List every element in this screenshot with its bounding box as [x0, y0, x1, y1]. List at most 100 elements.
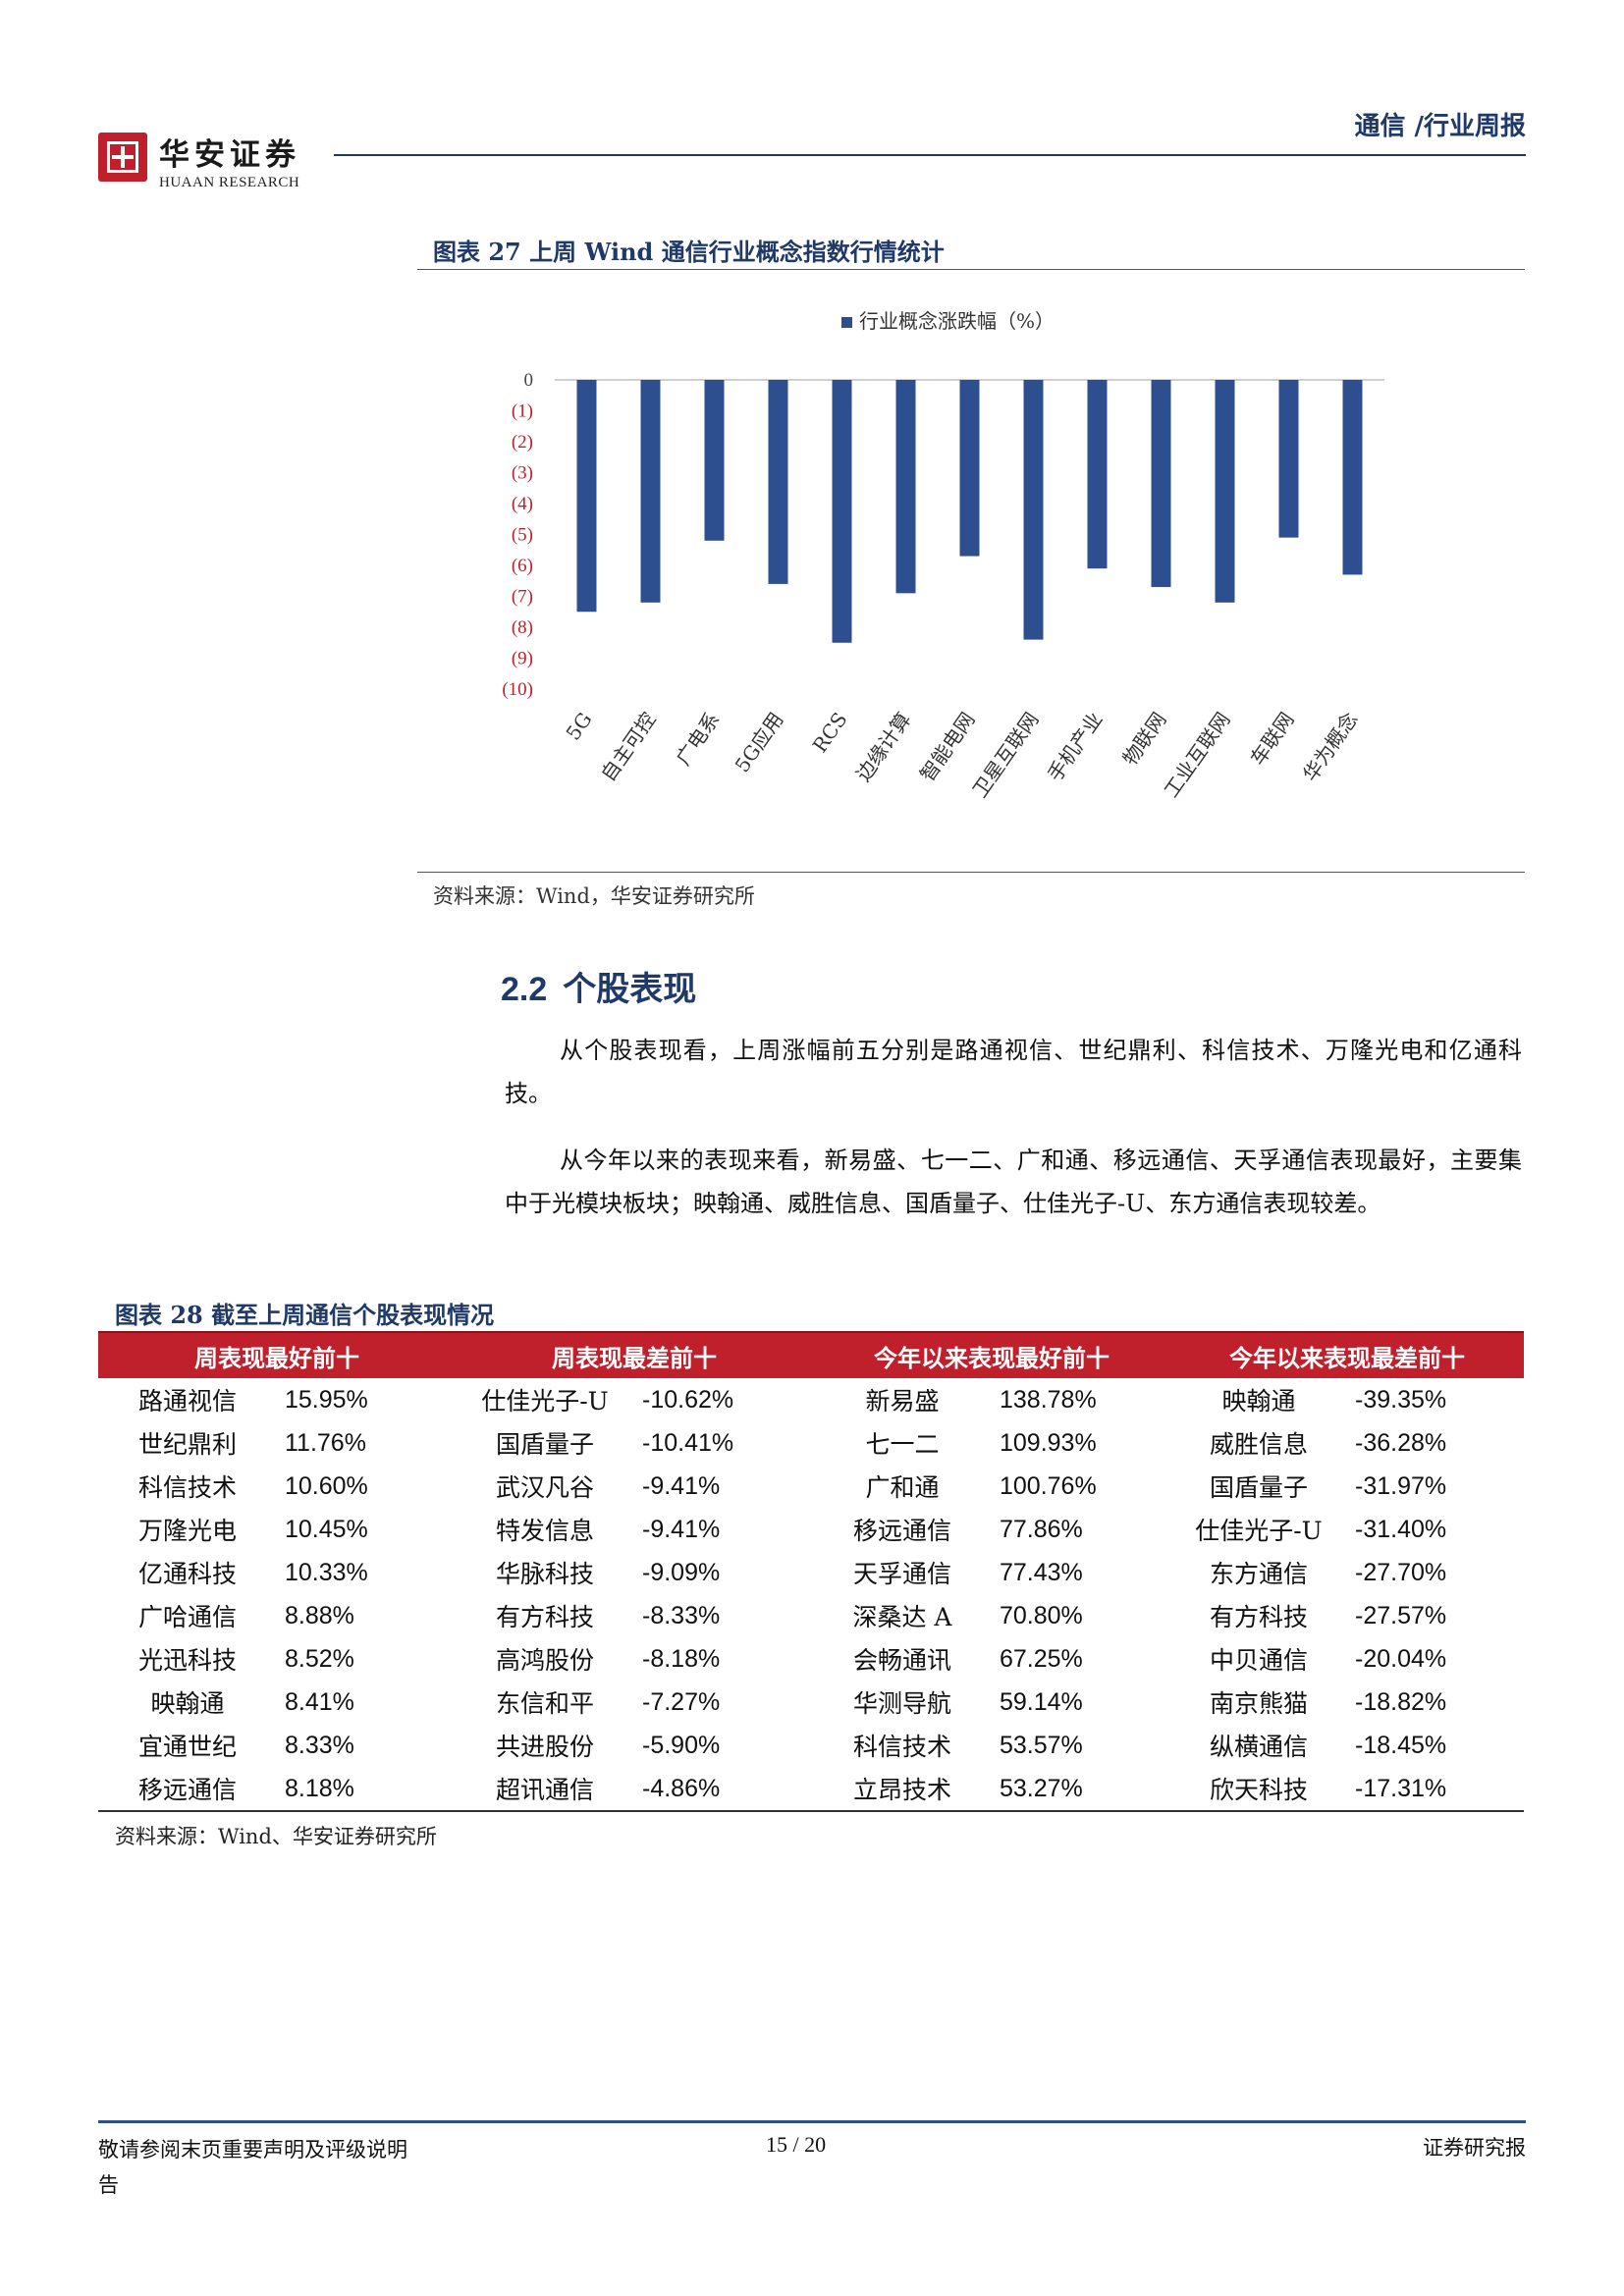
stock-name-cell: 科信技术	[137, 1473, 237, 1502]
figure27-title: 图表 27 上周 Wind 通信行业概念指数行情统计	[433, 238, 945, 266]
stock-change-cell: 8.33%	[285, 1731, 354, 1759]
x-tick-label: 华为概念	[1298, 708, 1363, 785]
stock-name-cell: 亿通科技	[137, 1560, 237, 1588]
bar-3	[768, 380, 788, 584]
stock-change-cell: 15.95%	[285, 1385, 368, 1414]
stock-name-cell: 仕佳光子-U	[1195, 1517, 1323, 1545]
x-tick-label: 自主可控	[596, 708, 661, 785]
stock-name-cell: 移远通信	[98, 1767, 277, 1812]
figure27-chart: 行业概念涨跌幅（%） 0 (1) (2) (3) (4) (5) (6) (7) (8) (9) (…	[502, 309, 1384, 802]
table-row: 广哈通信 8.88% 有方科技 -8.33% 深桑达 A 70.80% 有方科技 -27.57…	[98, 1594, 1524, 1637]
stock-name-cell: 天孚通信	[852, 1560, 951, 1588]
table-row: 映翰通 8.41% 东信和平 -7.27% 华测导航 59.14% 南京熊猫 -18.82%	[98, 1681, 1524, 1724]
figure28-title: 图表 28 截至上周通信个股表现情况	[115, 1301, 495, 1329]
stock-name-cell: 会畅通讯	[852, 1646, 951, 1675]
stock-change-cell: -31.97%	[1355, 1471, 1447, 1500]
x-tick-label: 边缘计算	[851, 708, 916, 785]
stock-change-cell: -4.86%	[634, 1767, 813, 1812]
stock-change-cell: -18.82%	[1355, 1687, 1447, 1716]
stock-name-cell: 高鸿股份	[495, 1646, 594, 1675]
bar-2	[704, 380, 725, 541]
stock-name-cell: 路通视信	[137, 1387, 237, 1415]
stock-change-cell: -18.45%	[1355, 1731, 1447, 1759]
stock-change-cell: -8.18%	[642, 1644, 721, 1673]
stock-name-cell: 东方通信	[1209, 1560, 1308, 1588]
stock-name-cell: 广哈通信	[137, 1603, 237, 1631]
stock-change-cell: 8.52%	[285, 1644, 354, 1673]
logo-text-en: HUAAN RESEARCH	[159, 175, 300, 190]
stock-name-cell: 映翰通	[150, 1689, 225, 1718]
section-number: 2.2	[501, 971, 548, 1008]
x-tick-label: 5G应用	[731, 708, 788, 776]
bar-1	[640, 380, 661, 603]
stock-change-cell: -31.40%	[1355, 1515, 1447, 1543]
stock-name-cell: 共进股份	[495, 1733, 594, 1761]
header-week-best: 周表现最好前十	[98, 1331, 456, 1378]
table-row: 移远通信 8.18% 超讯通信 -4.86% 立昂技术 53.27% 欣天科技 -17.31%	[98, 1767, 1524, 1812]
chart-legend: 行业概念涨跌幅（%）	[841, 309, 1055, 333]
stock-change-cell: -9.41%	[642, 1515, 721, 1543]
stock-name-cell: 华脉科技	[495, 1560, 594, 1588]
x-tick-label: 5G	[561, 708, 596, 744]
y-tick-label: (6)	[512, 556, 533, 576]
stock-change-cell: 10.33%	[285, 1558, 368, 1586]
stock-change-cell: 8.18%	[277, 1767, 456, 1812]
bar-10	[1215, 380, 1235, 603]
stock-name-cell: 南京熊猫	[1209, 1689, 1308, 1718]
table-row: 亿通科技 10.33% 华脉科技 -9.09% 天孚通信 77.43% 东方通信 -27.70…	[98, 1551, 1524, 1594]
y-tick-label: (3)	[512, 463, 533, 484]
stock-change-cell: -10.41%	[642, 1428, 734, 1457]
x-tick-label: 广电系	[672, 708, 725, 770]
figure28-source: 资料来源：Wind、华安证券研究所	[115, 1825, 437, 1848]
header-ytd-worst: 今年以来表现最差前十	[1170, 1331, 1524, 1378]
page-number: 15 / 20	[766, 2132, 827, 2157]
bar-0	[576, 380, 597, 613]
table-row: 科信技术 10.60% 武汉凡谷 -9.41% 广和通 100.76% 国盾量子 -31.97…	[98, 1465, 1524, 1508]
x-tick-label: RCS	[808, 708, 852, 757]
figure27-bottom-rule	[417, 872, 1525, 873]
logo-icon	[98, 133, 147, 182]
figure27-source: 资料来源：Wind，华安证券研究所	[433, 884, 755, 908]
footer-disclaimer: 敬请参阅末页重要声明及评级说明 告	[98, 2132, 491, 2203]
y-tick-label: (4)	[512, 494, 533, 514]
stock-change-cell: -27.70%	[1355, 1558, 1447, 1586]
stock-name-cell: 东信和平	[495, 1689, 594, 1718]
legend-swatch	[841, 317, 852, 328]
stock-change-cell: 8.41%	[285, 1687, 354, 1716]
stock-change-cell: -27.57%	[1355, 1601, 1447, 1629]
stock-change-cell: 77.43%	[1000, 1558, 1083, 1586]
stock-name-cell: 仕佳光子-U	[481, 1387, 609, 1415]
stock-change-cell: -10.62%	[642, 1385, 734, 1414]
stock-performance-table: 周表现最好前十 周表现最差前十 今年以来表现最好前十 今年以来表现最差前十 路通…	[98, 1331, 1524, 1812]
bar-8	[1087, 380, 1108, 569]
section-heading: 2.2 个股表现	[501, 962, 696, 1010]
header-week-worst: 周表现最差前十	[456, 1331, 813, 1378]
stock-change-cell: 10.45%	[285, 1515, 368, 1543]
stock-name-cell: 中贝通信	[1209, 1646, 1308, 1675]
stock-change-cell: -7.27%	[642, 1687, 721, 1716]
stock-change-cell: -20.04%	[1355, 1644, 1447, 1673]
stock-change-cell: -36.28%	[1355, 1428, 1447, 1457]
stock-name-cell: 立昂技术	[813, 1767, 992, 1812]
stock-name-cell: 科信技术	[852, 1733, 951, 1761]
bar-5	[895, 380, 916, 594]
stock-name-cell: 新易盛	[865, 1387, 940, 1415]
stock-name-cell: 移远通信	[852, 1517, 951, 1545]
bar-12	[1342, 380, 1363, 575]
y-tick-label: (7)	[512, 587, 533, 608]
stock-name-cell: 七一二	[865, 1430, 940, 1459]
stock-change-cell: -5.90%	[642, 1731, 721, 1759]
y-tick-label: 0	[524, 370, 534, 391]
section-title: 个股表现	[563, 970, 697, 1009]
stock-change-cell: 10.60%	[285, 1471, 368, 1500]
stock-name-cell: 欣天科技	[1170, 1767, 1347, 1812]
table-header-row: 周表现最好前十 周表现最差前十 今年以来表现最好前十 今年以来表现最差前十	[98, 1331, 1524, 1378]
bar-4	[832, 380, 852, 643]
y-tick-label: (1)	[512, 401, 533, 422]
stock-change-cell: 77.86%	[1000, 1515, 1083, 1543]
stock-name-cell: 深桑达 A	[852, 1603, 952, 1631]
stock-change-cell: -8.33%	[642, 1601, 721, 1629]
stock-change-cell: 8.88%	[285, 1601, 354, 1629]
bar-6	[959, 380, 980, 557]
